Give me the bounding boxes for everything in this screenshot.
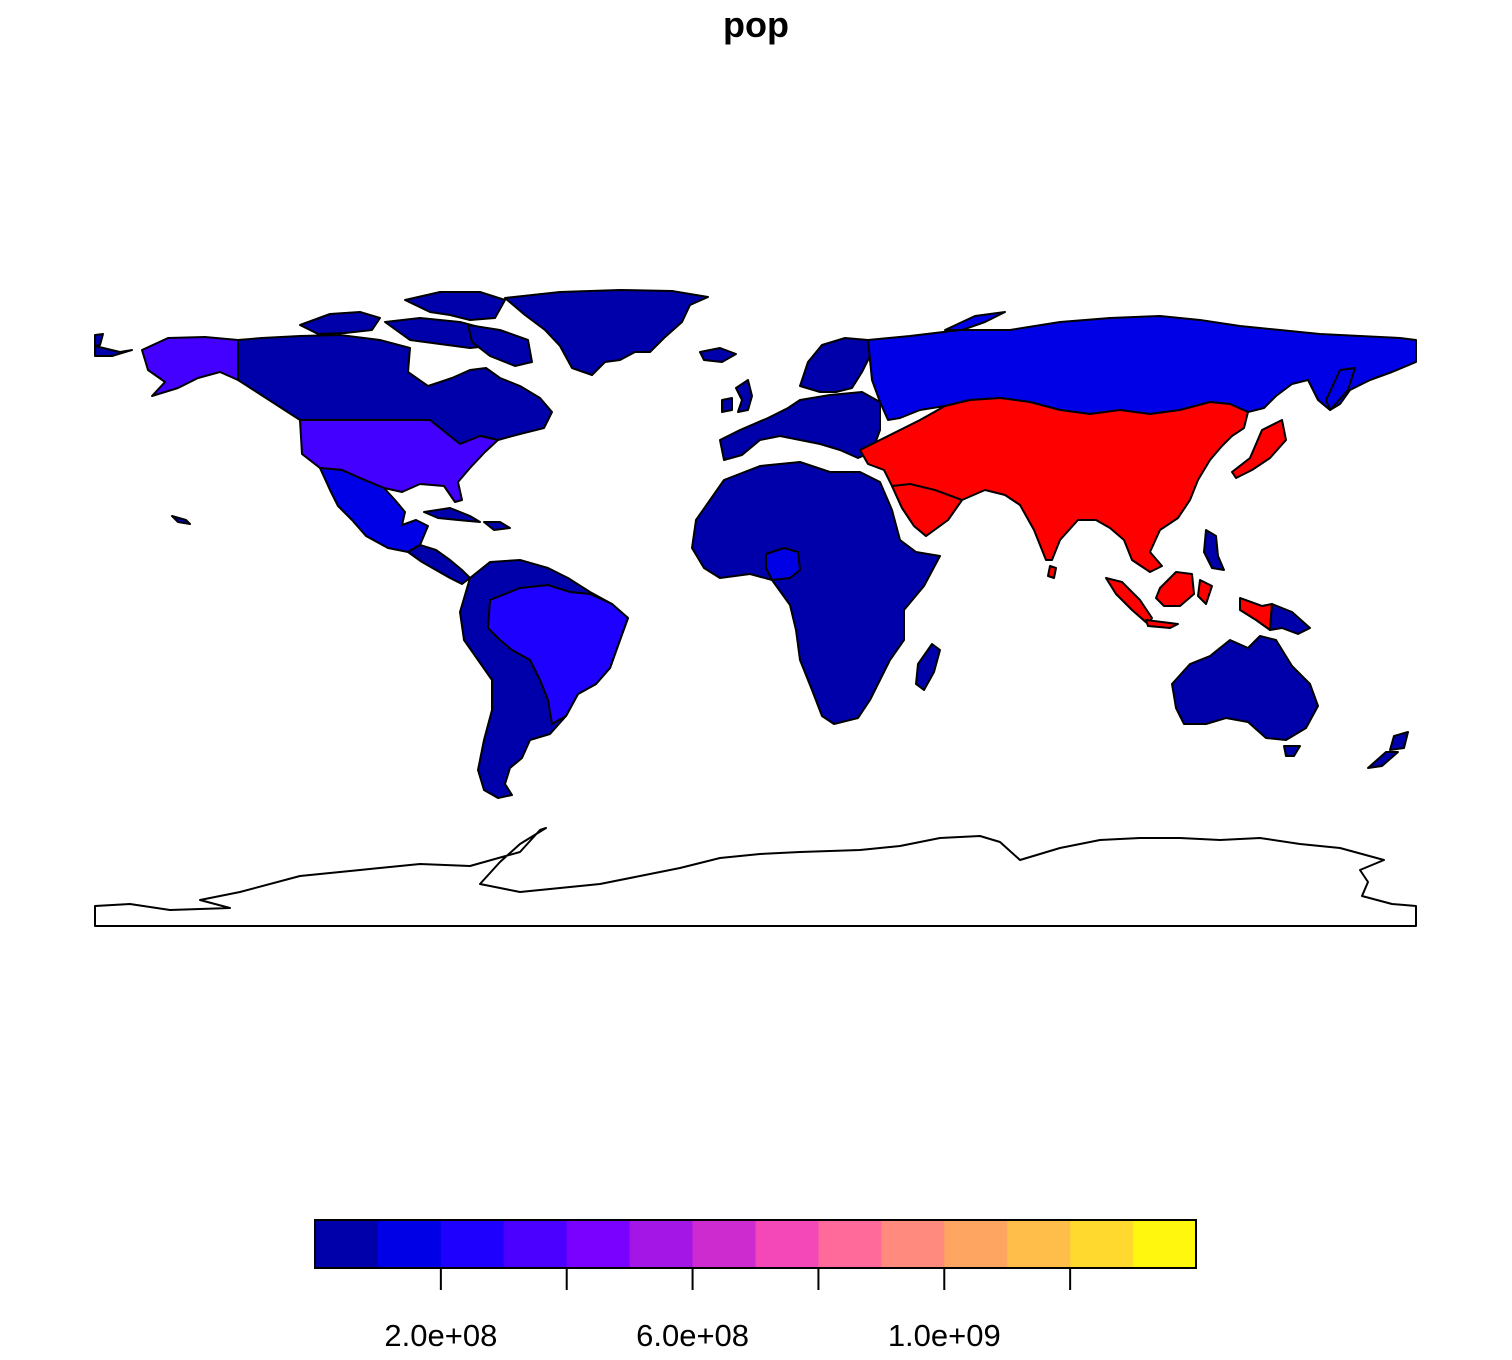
legend-swatch [944,1220,1008,1268]
legend-swatch [818,1220,882,1268]
region-baffin [467,324,533,367]
region-philippines [1203,529,1225,571]
region-tasmania [1283,745,1301,757]
legend-swatch [1133,1220,1197,1268]
region-arabia [891,483,963,537]
region-sumatra [1105,577,1153,625]
legend-swatch [566,1220,631,1268]
region-sulawesi [1197,579,1213,605]
legend-swatch [755,1220,819,1268]
legend-swatch [692,1220,756,1268]
legend-frame [314,1219,1197,1269]
region-novaya-zemlya [944,311,1006,331]
legend-swatch [629,1220,694,1268]
region-nigeria [765,547,801,581]
legend-swatch [881,1220,945,1268]
region-scandinavia [799,337,871,393]
region-sri-lanka [1047,565,1057,579]
legend-swatch [315,1220,379,1268]
region-iceland [699,347,737,363]
region-greenland [504,289,709,376]
region-java [1145,619,1179,629]
region-central-america [407,544,471,585]
region-mexico [319,467,429,553]
region-brazil [487,584,629,725]
region-japan [1231,419,1287,479]
legend-swatch [377,1220,442,1268]
region-africa [691,461,941,725]
legend-tick-label: 6.0e+08 [636,1318,749,1353]
region-borneo [1155,571,1195,607]
region-australia [1171,635,1319,741]
map-title: pop [723,4,789,45]
region-antarctica [94,827,1417,927]
region-hispaniola [483,521,511,531]
region-cuba [423,507,481,523]
region-madagascar [915,643,941,691]
region-kamchatka [1325,367,1356,411]
legend-tick-label: 1.0e+09 [888,1318,1001,1353]
region-new-guinea-east [1269,603,1311,635]
legend-swatch [503,1220,568,1268]
region-hawaii [171,515,191,525]
region-new-guinea-west [1239,597,1273,631]
legend-swatch [1007,1220,1071,1268]
color-legend: 2.0e+08 6.0e+08 1.0e+09 [314,1219,1197,1353]
region-arctic-islands [404,291,506,321]
region-arctic-islands-2 [299,311,381,335]
legend-swatch [1070,1220,1134,1268]
legend-tick-label: 2.0e+08 [384,1318,497,1353]
region-new-zealand [1367,731,1409,769]
region-chukotka-west [94,333,133,357]
region-uk [721,379,753,413]
legend-swatch [440,1220,505,1268]
region-alaska [141,336,239,397]
